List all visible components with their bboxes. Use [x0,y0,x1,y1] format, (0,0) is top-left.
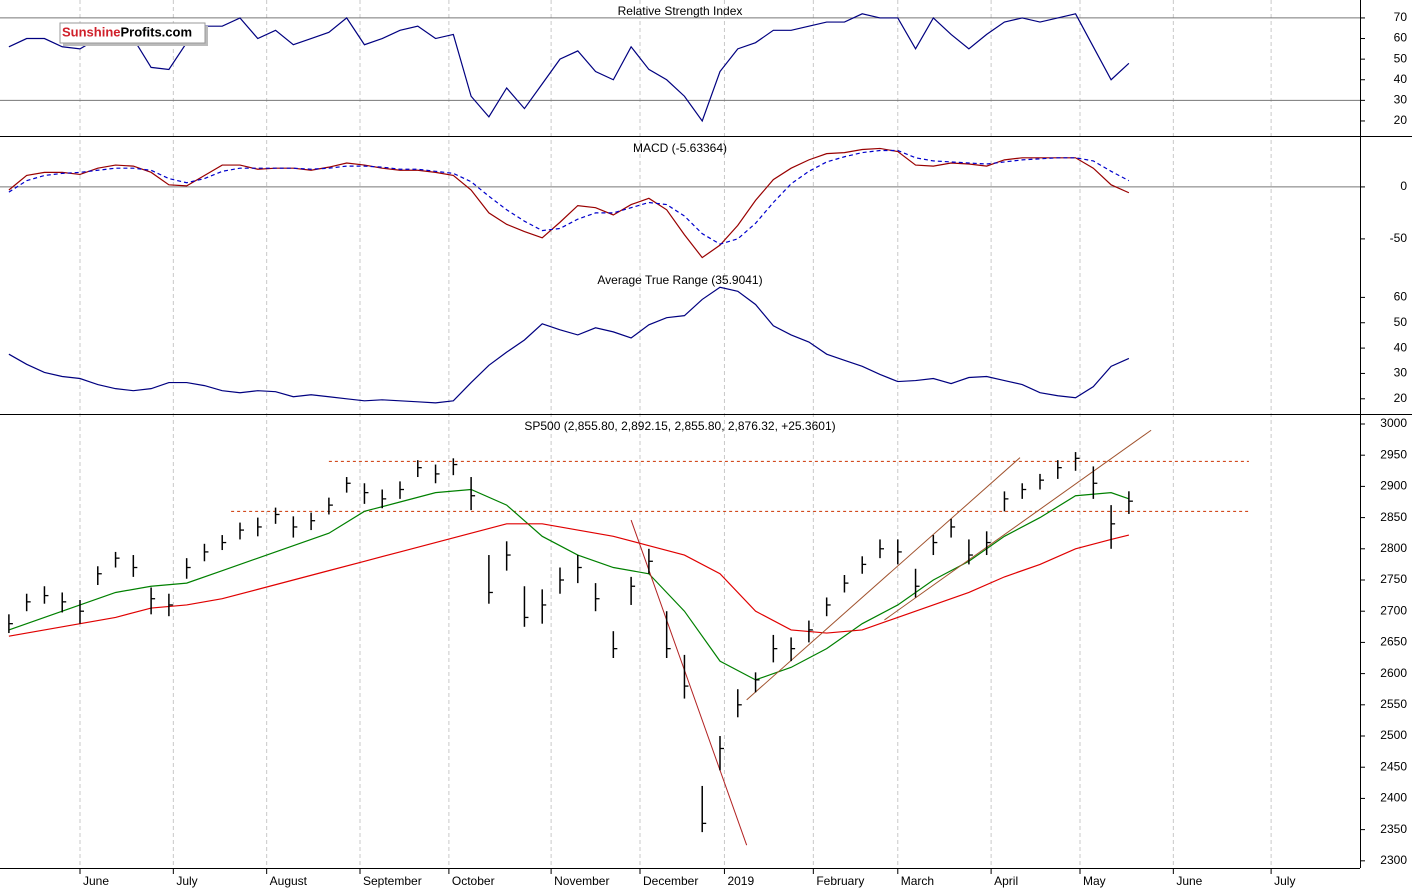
x-tick-label: March [901,874,934,888]
logo-domain: Profits.com [121,25,193,40]
panel-title: SP500 (2,855.80, 2,892.15, 2,855.80, 2,8… [524,419,835,433]
x-tick-label: July [176,874,197,888]
y-tick-label: 2600 [1380,666,1407,680]
y-tick-label: 2700 [1380,603,1407,617]
series-line [8,147,1130,259]
x-tick-label: August [270,874,308,888]
logo-box [59,22,206,44]
panel-title: Relative Strength Index [618,4,743,18]
x-tick-label: June [1176,874,1202,888]
y-tick-label: 40 [1394,72,1408,86]
y-tick-label: 2300 [1380,853,1407,867]
y-tick-label: 2400 [1380,791,1407,805]
y-tick-label: 30 [1394,366,1408,380]
trend-line [630,519,748,846]
logo: SunshineProfits.com [59,22,208,46]
x-tick-label: February [816,874,864,888]
x-tick-label: September [363,874,422,888]
x-tick-label: April [994,874,1018,888]
y-tick-label: 2750 [1380,572,1407,586]
x-tick-label: 2019 [727,874,754,888]
trend-line [884,429,1152,621]
y-tick-label: 2850 [1380,510,1407,524]
series-line [8,286,1130,404]
y-tick-label: 50 [1394,315,1408,329]
x-tick-label: October [452,874,495,888]
y-tick-label: 2800 [1380,541,1407,555]
y-tick-label: -50 [1390,231,1408,245]
y-tick-label: 60 [1394,31,1408,45]
y-tick-label: 2650 [1380,635,1407,649]
y-tick-label: 40 [1394,340,1408,354]
y-tick-label: 2350 [1380,822,1407,836]
x-tick-label: June [83,874,109,888]
y-tick-label: 2450 [1380,759,1407,773]
y-tick-label: 2900 [1380,479,1407,493]
plot-layer: Relative Strength Index 20 30 40 50 60 70 MACD … [0,4,1407,888]
y-tick-label: 2500 [1380,728,1407,742]
series-line [8,149,1130,245]
x-tick-label: July [1274,874,1295,888]
y-tick-label: 20 [1394,391,1408,405]
y-tick-label: 50 [1394,51,1408,65]
moving-average [8,523,1130,637]
y-tick-label: 60 [1394,290,1408,304]
y-tick-label: 30 [1394,93,1408,107]
x-tick-label: December [643,874,698,888]
panel-title: MACD (-5.63364) [633,141,727,155]
y-tick-label: 2950 [1380,447,1407,461]
y-tick-label: 0 [1400,179,1407,193]
y-tick-label: 70 [1394,10,1408,24]
panel-title: Average True Range (35.9041) [597,273,762,287]
trend-line [746,457,1021,701]
x-tick-label: November [554,874,609,888]
grid-layer [79,0,1272,868]
y-tick-label: 2550 [1380,697,1407,711]
logo-text: SunshineProfits.com [62,25,192,40]
y-tick-label: 3000 [1380,416,1407,430]
y-tick-label: 20 [1394,113,1408,127]
logo-brand: Sunshine [62,25,121,40]
x-tick-label: May [1083,874,1106,888]
